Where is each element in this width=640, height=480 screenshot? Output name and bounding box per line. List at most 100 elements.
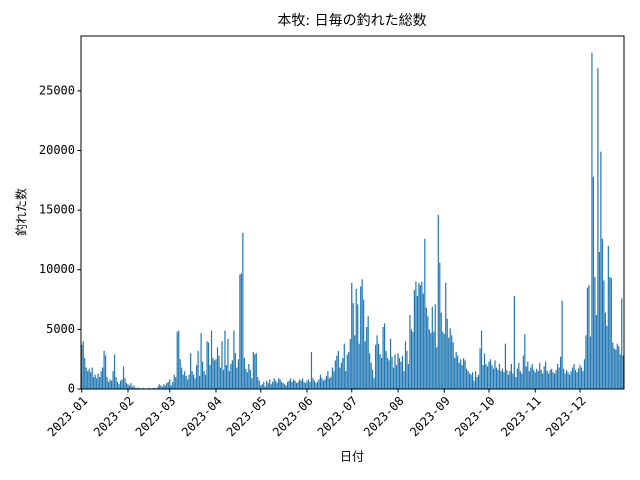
bar [537,371,539,389]
bar [118,384,120,389]
bar [560,356,562,389]
bar [303,381,305,389]
bar [170,385,172,389]
bar [115,377,117,389]
bar [304,383,307,389]
bar [167,381,169,389]
bar [367,316,369,389]
bar [373,378,375,389]
bar [461,365,463,389]
bar [137,387,140,389]
bar [510,363,512,389]
y-tick-label: 15000 [39,203,75,217]
bar [400,361,402,389]
bar [418,282,420,389]
bar [486,366,489,389]
bar [597,68,599,389]
bar [615,349,617,389]
bar [469,373,471,389]
x-axis-label: 日付 [340,450,364,464]
bar [436,347,438,389]
bar [389,338,392,389]
bar [218,355,220,389]
bar [397,353,399,389]
bar [512,373,514,389]
bar [243,357,245,389]
bar [94,374,96,389]
bar [316,381,319,389]
bar [558,367,560,389]
bar [333,371,335,389]
bar [105,355,107,389]
bar [457,355,459,389]
bar [122,366,125,389]
bar [276,383,278,389]
bar [278,378,280,389]
x-tick-label: 2023-03 [133,394,179,440]
bar [260,385,262,389]
bar [445,282,447,389]
bar [251,378,253,389]
bar [409,315,411,389]
bar [196,365,198,389]
bar [112,371,114,389]
bar [252,352,254,389]
bar [300,380,302,389]
bar [148,387,150,389]
bar [336,355,338,389]
bar [406,350,408,389]
bar [102,367,104,389]
bar [161,386,163,389]
bar [392,367,395,389]
bar [209,365,211,389]
bar [130,383,132,389]
bar [564,373,566,389]
bar [509,371,511,389]
bar [133,385,135,389]
bar [228,371,231,389]
bar [236,367,238,389]
bar [568,374,571,389]
bar [346,354,348,389]
bar [506,369,508,389]
bar [369,353,371,389]
bar [536,368,538,389]
x-tick-label: 2023-02 [91,394,137,440]
bar [233,330,235,389]
bar [577,368,580,389]
bar [542,373,544,389]
bar [474,371,477,389]
bar [194,378,196,389]
bar [565,369,568,389]
bar [363,299,365,389]
bar [407,363,410,389]
bar [410,329,413,389]
bar [176,331,178,389]
bar [607,245,609,389]
bar [182,374,184,389]
bar [375,344,377,389]
bar [498,363,501,389]
bar [136,387,138,389]
bar [515,377,517,389]
bar [398,357,401,389]
bar [330,377,332,389]
bar [109,379,111,389]
bar [267,383,269,389]
bar [543,366,545,389]
bar [327,371,329,389]
bar [99,377,101,389]
bar [198,375,201,389]
bar [298,379,301,389]
bar [561,300,563,389]
bar [210,330,213,389]
bar [172,381,174,389]
bar [525,366,527,389]
bar [449,328,451,389]
bar [307,379,310,389]
bar [127,384,129,389]
bar [586,287,589,389]
bar [401,355,404,389]
bar [366,326,368,389]
y-tick-label: 20000 [39,143,75,157]
